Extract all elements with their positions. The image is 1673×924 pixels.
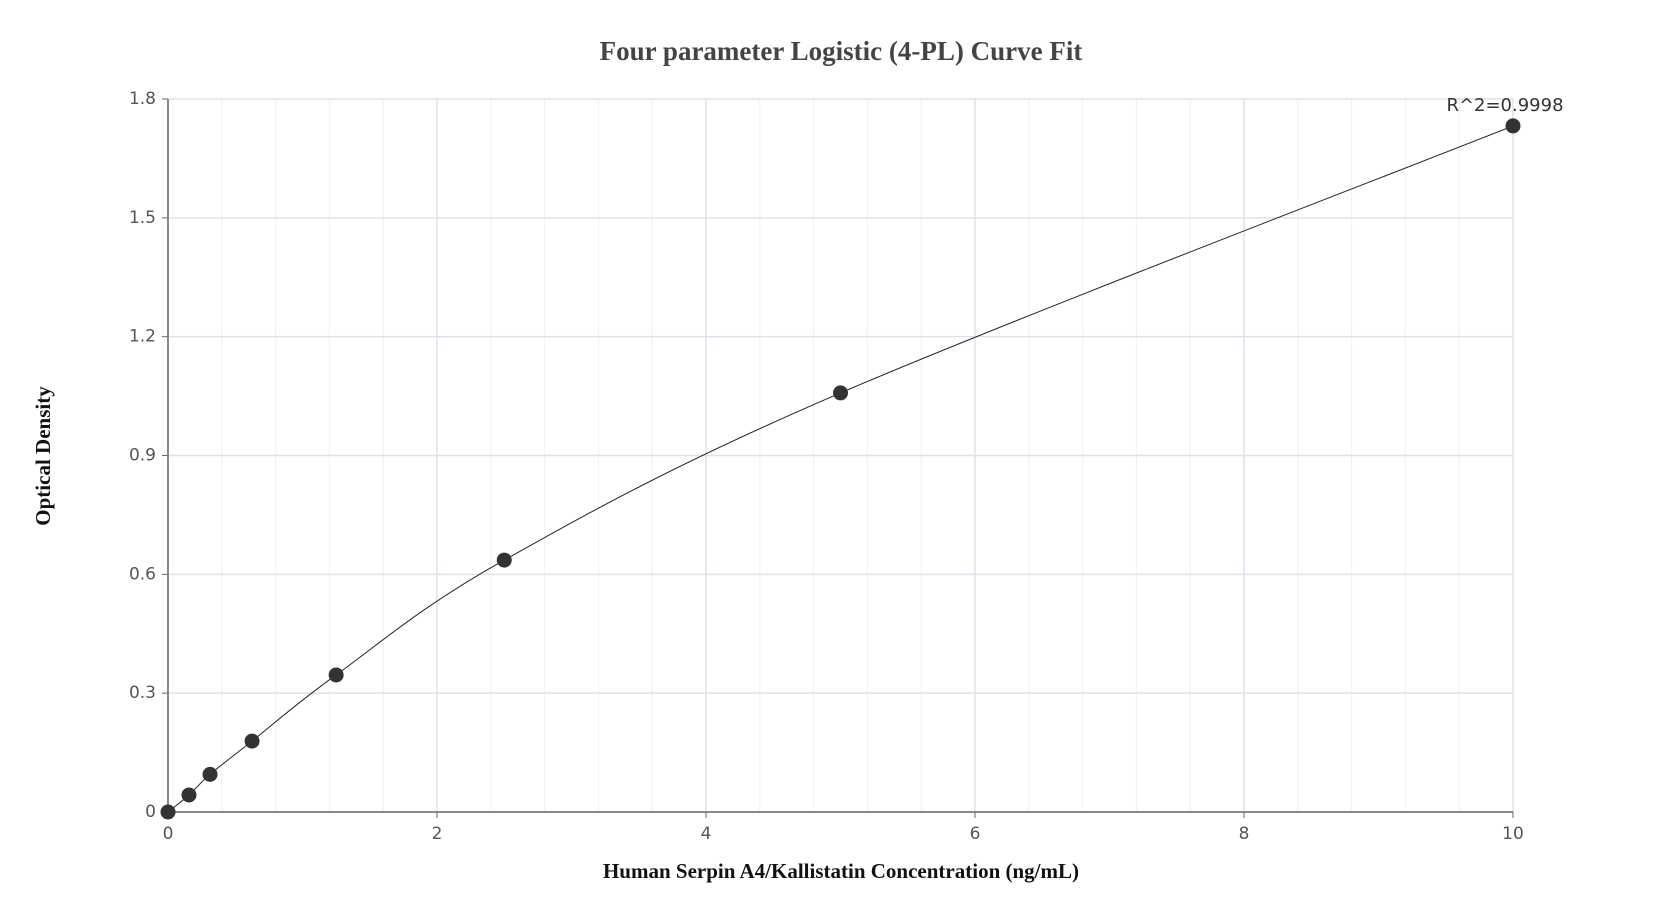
data-point (496, 552, 512, 568)
data-point (328, 667, 344, 683)
x-tick-label: 6 (970, 824, 981, 844)
data-point (833, 385, 848, 401)
x-tick-label: 10 (1502, 824, 1524, 844)
y-tick-label: 1.8 (129, 89, 156, 109)
x-tick-label: 2 (432, 824, 443, 844)
annotation: R^2=0.9998 (1446, 95, 1563, 116)
y-tick-label: 1.2 (129, 327, 156, 347)
data-point (244, 733, 260, 749)
x-tick-label: 8 (1239, 824, 1250, 844)
x-axis-label: Human Serpin A4/Kallistatin Concentratio… (603, 859, 1079, 883)
y-tick-label: 0.9 (129, 446, 156, 466)
y-axis-label: Optical Density (31, 386, 55, 526)
x-tick-label: 4 (701, 824, 712, 844)
y-tick-label: 0 (145, 802, 156, 822)
y-tick-label: 0.6 (129, 564, 156, 584)
fit-curve (167, 125, 1514, 813)
data-point (160, 804, 176, 820)
x-tick-label: 0 (163, 824, 174, 844)
data-point (202, 766, 218, 782)
data-point (181, 787, 197, 803)
data-point (1505, 118, 1521, 134)
chart-title: Four parameter Logistic (4-PL) Curve Fit (600, 36, 1083, 66)
y-tick-label: 0.3 (129, 683, 156, 703)
y-tick-label: 1.5 (129, 208, 156, 228)
